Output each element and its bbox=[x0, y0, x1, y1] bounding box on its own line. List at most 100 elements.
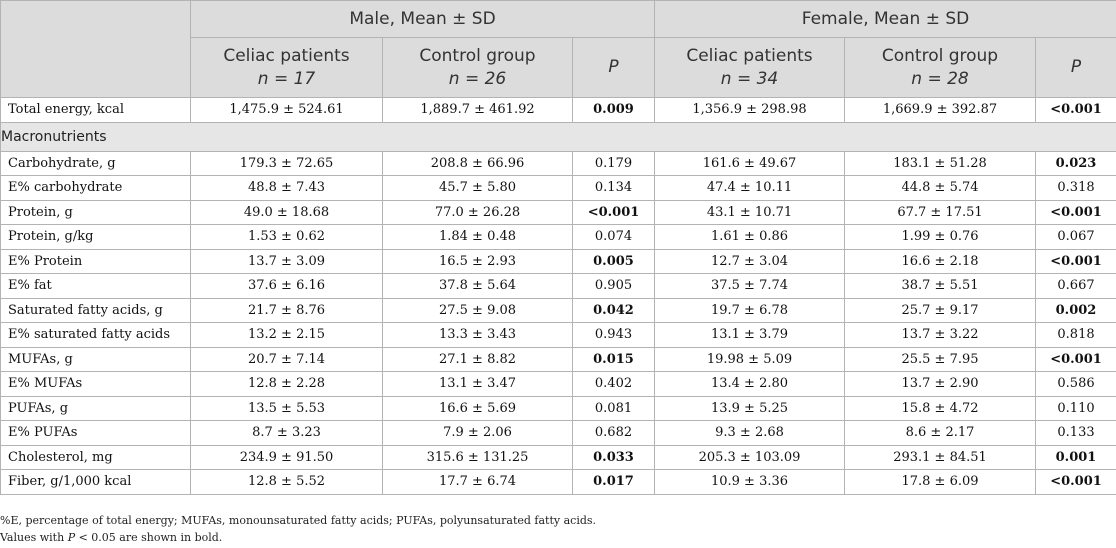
table-row: MUFAs, g 20.7 ± 7.14 27.1 ± 8.82 0.015 19.98… bbox=[0, 346, 1116, 372]
male-p-header: P bbox=[572, 37, 655, 98]
male-celiac-n: n = 17 bbox=[257, 68, 316, 89]
table-row: Cholesterol, mg 234.9 ± 91.50 315.6 ± 131.… bbox=[0, 444, 1116, 470]
row-label: Carbohydrate, g bbox=[0, 150, 191, 176]
row-label: Protein, g/kg bbox=[0, 224, 191, 250]
table-cell: 16.6 ± 2.18 bbox=[844, 248, 1036, 274]
female-celiac-header: Celiac patients n = 34 bbox=[654, 37, 845, 98]
table-cell: 293.1 ± 84.51 bbox=[844, 444, 1036, 470]
table-cell: 1.84 ± 0.48 bbox=[382, 224, 573, 250]
table-cell: <0.001 bbox=[1034, 248, 1116, 274]
male-control-label: Control group bbox=[419, 45, 536, 66]
row-label: E% saturated fatty acids bbox=[0, 322, 191, 348]
table-cell: 234.9 ± 91.50 bbox=[190, 444, 383, 470]
table-cell: 1.99 ± 0.76 bbox=[844, 224, 1036, 250]
table-cell: <0.001 bbox=[1034, 199, 1116, 225]
table-cell: 0.818 bbox=[1034, 322, 1116, 348]
table-cell: <0.001 bbox=[572, 199, 655, 225]
table-cell: 1.61 ± 0.86 bbox=[654, 224, 845, 250]
table-cell: 0.943 bbox=[572, 322, 655, 348]
table-cell: 0.402 bbox=[572, 371, 655, 397]
table-cell: 12.8 ± 2.28 bbox=[190, 371, 383, 397]
table-cell: <0.001 bbox=[1034, 97, 1116, 123]
table-cell: 0.015 bbox=[572, 346, 655, 372]
female-control-label: Control group bbox=[881, 45, 999, 66]
table-cell: 37.5 ± 7.74 bbox=[654, 273, 845, 299]
table-row: E% MUFAs 12.8 ± 2.28 13.1 ± 3.47 0.402 13.4 … bbox=[0, 371, 1116, 397]
table-cell: 0.001 bbox=[1034, 444, 1116, 470]
table-cell: 37.6 ± 6.16 bbox=[190, 273, 383, 299]
table-cell: 0.023 bbox=[1034, 150, 1116, 176]
table-cell: 25.7 ± 9.17 bbox=[844, 297, 1036, 323]
table-cell: 17.8 ± 6.09 bbox=[844, 469, 1036, 495]
male-group-header: Male, Mean ± SD bbox=[190, 0, 655, 38]
nutrient-intake-table: Male, Mean ± SD Female, Mean ± SD Celiac… bbox=[0, 0, 1116, 495]
table-cell: 0.905 bbox=[572, 273, 655, 299]
table-cell: 13.3 ± 3.43 bbox=[382, 322, 573, 348]
table-cell: 38.7 ± 5.51 bbox=[844, 273, 1036, 299]
table-cell: 10.9 ± 3.36 bbox=[654, 469, 845, 495]
table-cell: 45.7 ± 5.80 bbox=[382, 175, 573, 201]
table-cell: 208.8 ± 66.96 bbox=[382, 150, 573, 176]
male-celiac-header: Celiac patients n = 17 bbox=[190, 37, 383, 98]
table-row: Protein, g/kg 1.53 ± 0.62 1.84 ± 0.48 0.074… bbox=[0, 224, 1116, 250]
male-control-n: n = 26 bbox=[448, 68, 507, 89]
row-label: E% PUFAs bbox=[0, 420, 191, 446]
row-label: E% MUFAs bbox=[0, 371, 191, 397]
table-cell: 12.7 ± 3.04 bbox=[654, 248, 845, 274]
table-cell: 43.1 ± 10.71 bbox=[654, 199, 845, 225]
table-cell: 0.033 bbox=[572, 444, 655, 470]
row-label: Total energy, kcal bbox=[0, 97, 191, 123]
table-cell: 1,669.9 ± 392.87 bbox=[844, 97, 1036, 123]
table-cell: 0.179 bbox=[572, 150, 655, 176]
table-cell: 19.98 ± 5.09 bbox=[654, 346, 845, 372]
table-cell: 161.6 ± 49.67 bbox=[654, 150, 845, 176]
female-control-header: Control group n = 28 bbox=[844, 37, 1036, 98]
table-row: E% PUFAs 8.7 ± 3.23 7.9 ± 2.06 0.682 9.3 ± 2… bbox=[0, 420, 1116, 446]
female-celiac-label: Celiac patients bbox=[686, 45, 813, 66]
table-cell: 49.0 ± 18.68 bbox=[190, 199, 383, 225]
table-cell: 1,889.7 ± 461.92 bbox=[382, 97, 573, 123]
male-control-header: Control group n = 26 bbox=[382, 37, 573, 98]
row-label: E% fat bbox=[0, 273, 191, 299]
table-cell: 0.017 bbox=[572, 469, 655, 495]
table-cell: 315.6 ± 131.25 bbox=[382, 444, 573, 470]
table-row: Protein, g 49.0 ± 18.68 77.0 ± 26.28 <0.001… bbox=[0, 199, 1116, 225]
row-label: Saturated fatty acids, g bbox=[0, 297, 191, 323]
table-cell: 13.5 ± 5.53 bbox=[190, 395, 383, 421]
table-row: E% fat 37.6 ± 6.16 37.8 ± 5.64 0.905 37.5 ± … bbox=[0, 273, 1116, 299]
table-cell: 13.4 ± 2.80 bbox=[654, 371, 845, 397]
female-group-header: Female, Mean ± SD bbox=[653, 0, 1116, 38]
table-cell: 0.586 bbox=[1034, 371, 1116, 397]
table-cell: 0.074 bbox=[572, 224, 655, 250]
table-cell: 8.6 ± 2.17 bbox=[844, 420, 1036, 446]
table-cell: 0.133 bbox=[1034, 420, 1116, 446]
section-label: Macronutrients bbox=[0, 121, 1116, 152]
table-cell: 1,475.9 ± 524.61 bbox=[190, 97, 383, 123]
table-cell: 13.1 ± 3.47 bbox=[382, 371, 573, 397]
section-row-macronutrients: Macronutrients bbox=[0, 121, 1116, 152]
table-cell: 12.8 ± 5.52 bbox=[190, 469, 383, 495]
table-row: Fiber, g/1,000 kcal 12.8 ± 5.52 17.7 ± 6.7… bbox=[0, 469, 1116, 495]
table-cell: 16.6 ± 5.69 bbox=[382, 395, 573, 421]
table-cell: 21.7 ± 8.76 bbox=[190, 297, 383, 323]
row-label: MUFAs, g bbox=[0, 346, 191, 372]
table-cell: 25.5 ± 7.95 bbox=[844, 346, 1036, 372]
table-cell: 1.53 ± 0.62 bbox=[190, 224, 383, 250]
table-row: E% Protein 13.7 ± 3.09 16.5 ± 2.93 0.005 12.… bbox=[0, 248, 1116, 274]
table-cell: 13.1 ± 3.79 bbox=[654, 322, 845, 348]
table-cell: 16.5 ± 2.93 bbox=[382, 248, 573, 274]
table-cell: 0.005 bbox=[572, 248, 655, 274]
female-celiac-n: n = 34 bbox=[720, 68, 779, 89]
table-cell: 0.110 bbox=[1034, 395, 1116, 421]
footnote-post: < 0.05 are shown in bold. bbox=[75, 531, 223, 544]
footnote-bold-note: Values with P < 0.05 are shown in bold. bbox=[0, 529, 596, 546]
footnote-pre: Values with bbox=[0, 531, 68, 544]
table-cell: 48.8 ± 7.43 bbox=[190, 175, 383, 201]
table-footnotes: %E, percentage of total energy; MUFAs, m… bbox=[0, 512, 596, 546]
row-label: PUFAs, g bbox=[0, 395, 191, 421]
table-cell: 0.009 bbox=[572, 97, 655, 123]
table-row: E% saturated fatty acids 13.2 ± 2.15 13.3 … bbox=[0, 322, 1116, 348]
table-cell: 47.4 ± 10.11 bbox=[654, 175, 845, 201]
table-cell: 1,356.9 ± 298.98 bbox=[654, 97, 845, 123]
table-cell: 37.8 ± 5.64 bbox=[382, 273, 573, 299]
